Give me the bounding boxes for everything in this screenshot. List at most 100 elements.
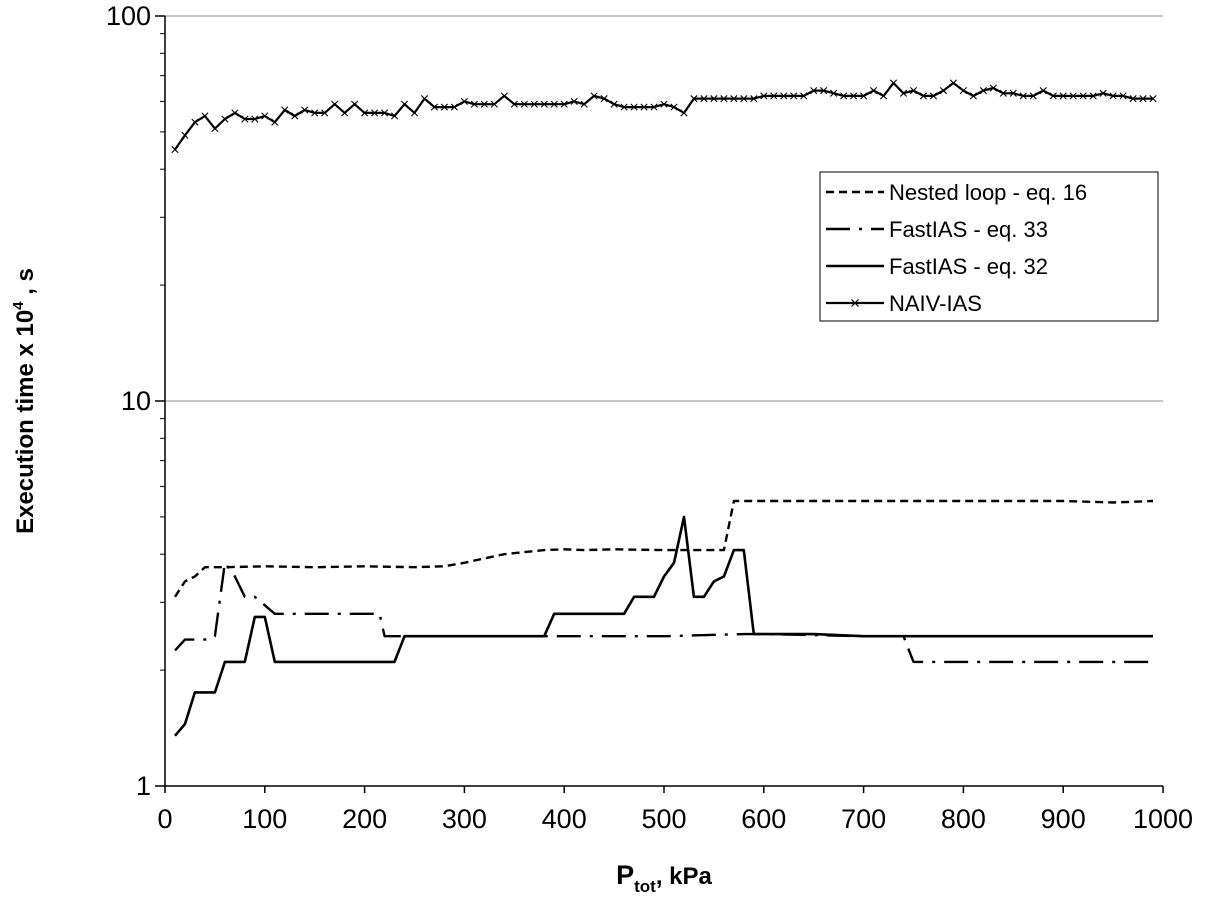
x-marker-stroke [181,131,189,139]
x-axis-title: Ptot, kPa [616,860,712,896]
x-marker [490,100,498,108]
x-marker [281,106,289,114]
x-marker-stroke [1049,92,1057,100]
y-axis-title-superscript: 4 [10,301,27,310]
x-marker [770,92,778,100]
x-marker-stroke [919,92,928,100]
x-axis-title-suffix: , kPa [656,863,713,890]
x-marker-stroke [650,103,658,111]
x-tick-label: 1000 [1133,804,1193,834]
x-marker [680,109,688,117]
x-marker [400,100,409,108]
x-marker [1009,89,1017,97]
legend-label-1: Nested loop - eq. 16 [889,180,1087,205]
legend: Nested loop - eq. 16 FastIAS - eq. 33 Fast… [819,171,1159,322]
x-marker-stroke [879,92,888,100]
x-marker-stroke [1099,89,1107,97]
x-marker [850,92,858,100]
x-marker-stroke [1039,87,1047,95]
x-marker-stroke [271,118,279,126]
x-marker [181,131,189,139]
x-axis-title-subscript: tot [634,877,656,896]
y-tick-label: 1 [136,771,151,801]
x-marker-stroke [670,103,678,111]
x-marker-stroke [600,95,608,103]
x-marker [510,100,518,108]
x-marker [271,118,279,126]
x-marker [390,112,399,120]
x-marker-stroke [969,92,977,100]
x-marker [879,92,888,100]
x-marker [231,109,239,117]
x-marker [640,103,648,111]
x-marker-stroke [251,115,259,123]
x-marker [969,92,977,100]
x-marker-stroke [620,103,628,111]
x-marker [730,95,738,103]
x-tick-label: 0 [157,804,172,834]
x-marker [370,109,379,117]
x-marker-stroke [560,100,568,108]
x-marker-stroke [1069,92,1077,100]
x-marker [321,109,329,117]
x-marker [1099,89,1107,97]
x-marker [440,103,449,111]
x-marker-stroke [470,100,478,108]
x-marker-stroke [500,92,508,100]
x-marker-stroke [899,89,908,97]
x-marker-stroke [301,106,309,114]
x-tick-label: 200 [342,804,387,834]
x-marker [670,103,678,111]
y-tick-label: 10 [121,386,151,416]
x-marker-stroke [780,92,788,100]
x-marker [520,100,528,108]
x-marker [500,92,508,100]
x-marker-stroke [430,103,439,111]
x-marker-stroke [520,100,528,108]
x-marker [989,84,997,92]
x-marker [860,92,868,100]
x-marker-stroke [1119,92,1127,100]
x-marker-stroke [820,87,828,95]
x-marker-stroke [201,112,209,120]
x-marker [1089,92,1097,100]
x-marker [460,97,468,106]
x-marker-stroke [390,112,399,120]
x-marker [1029,92,1037,100]
x-marker-stroke [211,124,219,133]
x-marker-stroke [979,87,987,95]
x-marker [630,103,638,111]
x-marker [1129,95,1137,103]
x-marker-stroke [800,92,808,100]
x-marker-stroke [770,92,778,100]
x-marker [430,103,439,111]
x-marker-stroke [909,87,918,95]
x-marker-stroke [660,100,668,108]
x-marker-stroke [730,95,738,103]
x-marker [909,87,918,95]
x-marker [550,100,558,108]
x-marker [380,109,389,117]
x-marker-stroke [850,92,858,100]
x-marker-stroke [989,84,997,92]
x-marker-stroke [540,100,548,108]
x-marker [830,89,838,97]
x-marker-stroke [351,100,359,108]
x-marker [1079,92,1087,100]
x-marker-stroke [889,79,898,87]
x-marker [939,87,948,95]
x-marker-stroke [550,100,558,108]
x-marker [560,100,568,108]
x-marker-stroke [191,118,199,126]
legend-label-4: NAIV-IAS [889,291,982,316]
legend-label-2: FastIAS - eq. 33 [889,217,1048,242]
y-ticks: 1 10 100 [106,1,165,801]
x-marker [929,92,938,100]
x-marker-stroke [460,97,468,106]
x-marker [949,79,958,87]
x-marker [1059,92,1067,100]
x-marker [740,95,748,103]
x-marker [650,103,658,111]
x-marker [1149,95,1157,103]
x-marker [351,100,359,108]
